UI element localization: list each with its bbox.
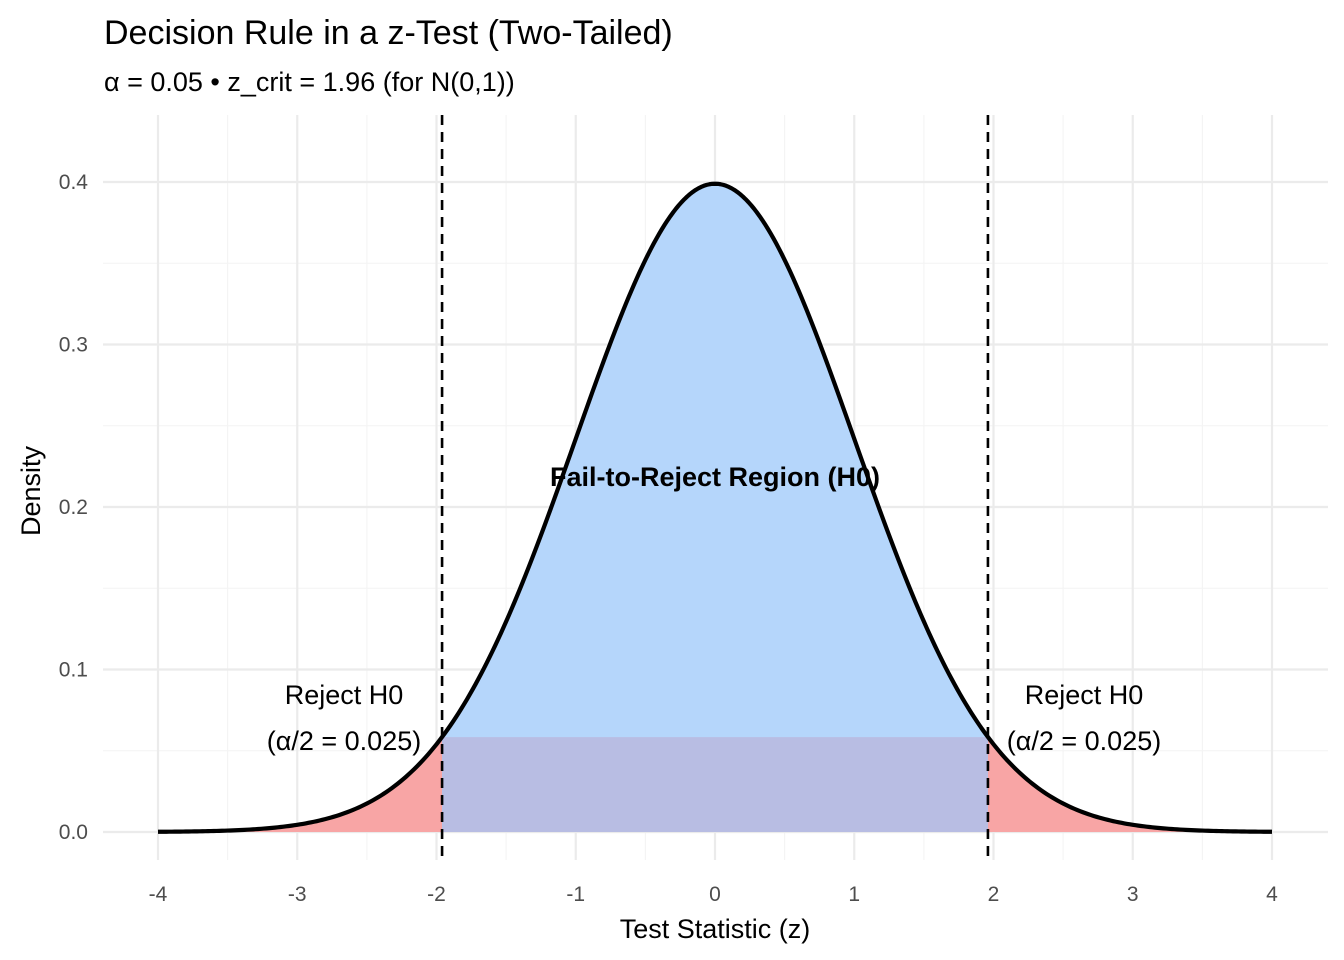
annotation-reject-left: Reject H0 bbox=[285, 680, 404, 710]
annotation-alpha-left: (α/2 = 0.025) bbox=[267, 726, 421, 756]
y-tick-label: 0.1 bbox=[59, 659, 88, 682]
x-tick-label: -4 bbox=[149, 883, 168, 906]
chart-subtitle: α = 0.05 • z_crit = 1.96 (for N(0,1)) bbox=[104, 67, 515, 97]
tick-labels: -4 -3 -2 -1 0 1 2 3 4 0.0 0.1 0.2 0.3 0.4 bbox=[59, 171, 1278, 906]
y-tick-label: 0.0 bbox=[59, 821, 88, 844]
x-tick-label: -3 bbox=[288, 883, 307, 906]
x-tick-label: 3 bbox=[1127, 883, 1139, 906]
region-reject-right bbox=[987, 737, 1272, 832]
y-tick-label: 0.4 bbox=[59, 171, 89, 194]
annotation-alpha-right: (α/2 = 0.025) bbox=[1007, 726, 1161, 756]
x-tick-label: 1 bbox=[848, 883, 860, 906]
x-tick-label: 0 bbox=[709, 883, 721, 906]
annotation-reject-right: Reject H0 bbox=[1025, 680, 1144, 710]
chart-title: Decision Rule in a z-Test (Two-Tailed) bbox=[104, 14, 673, 52]
region-fail-to-reject bbox=[442, 183, 988, 833]
critical-lines bbox=[440, 115, 990, 860]
regions bbox=[158, 183, 1272, 833]
x-tick-label: 2 bbox=[988, 883, 1000, 906]
x-tick-label: -2 bbox=[427, 883, 446, 906]
y-tick-label: 0.3 bbox=[59, 334, 88, 357]
x-axis-label: Test Statistic (z) bbox=[620, 914, 811, 944]
y-axis-label: Density bbox=[16, 445, 46, 536]
density-curve bbox=[157, 181, 1273, 834]
density-curve-group bbox=[157, 181, 1273, 834]
x-tick-label: -1 bbox=[566, 883, 585, 906]
overlap-band bbox=[442, 737, 988, 832]
y-tick-label: 0.2 bbox=[59, 496, 88, 519]
region-reject-left bbox=[158, 737, 443, 832]
annotation-fail-to-reject: Fail-to-Reject Region (H0) bbox=[550, 462, 880, 492]
x-tick-label: 4 bbox=[1266, 883, 1278, 906]
